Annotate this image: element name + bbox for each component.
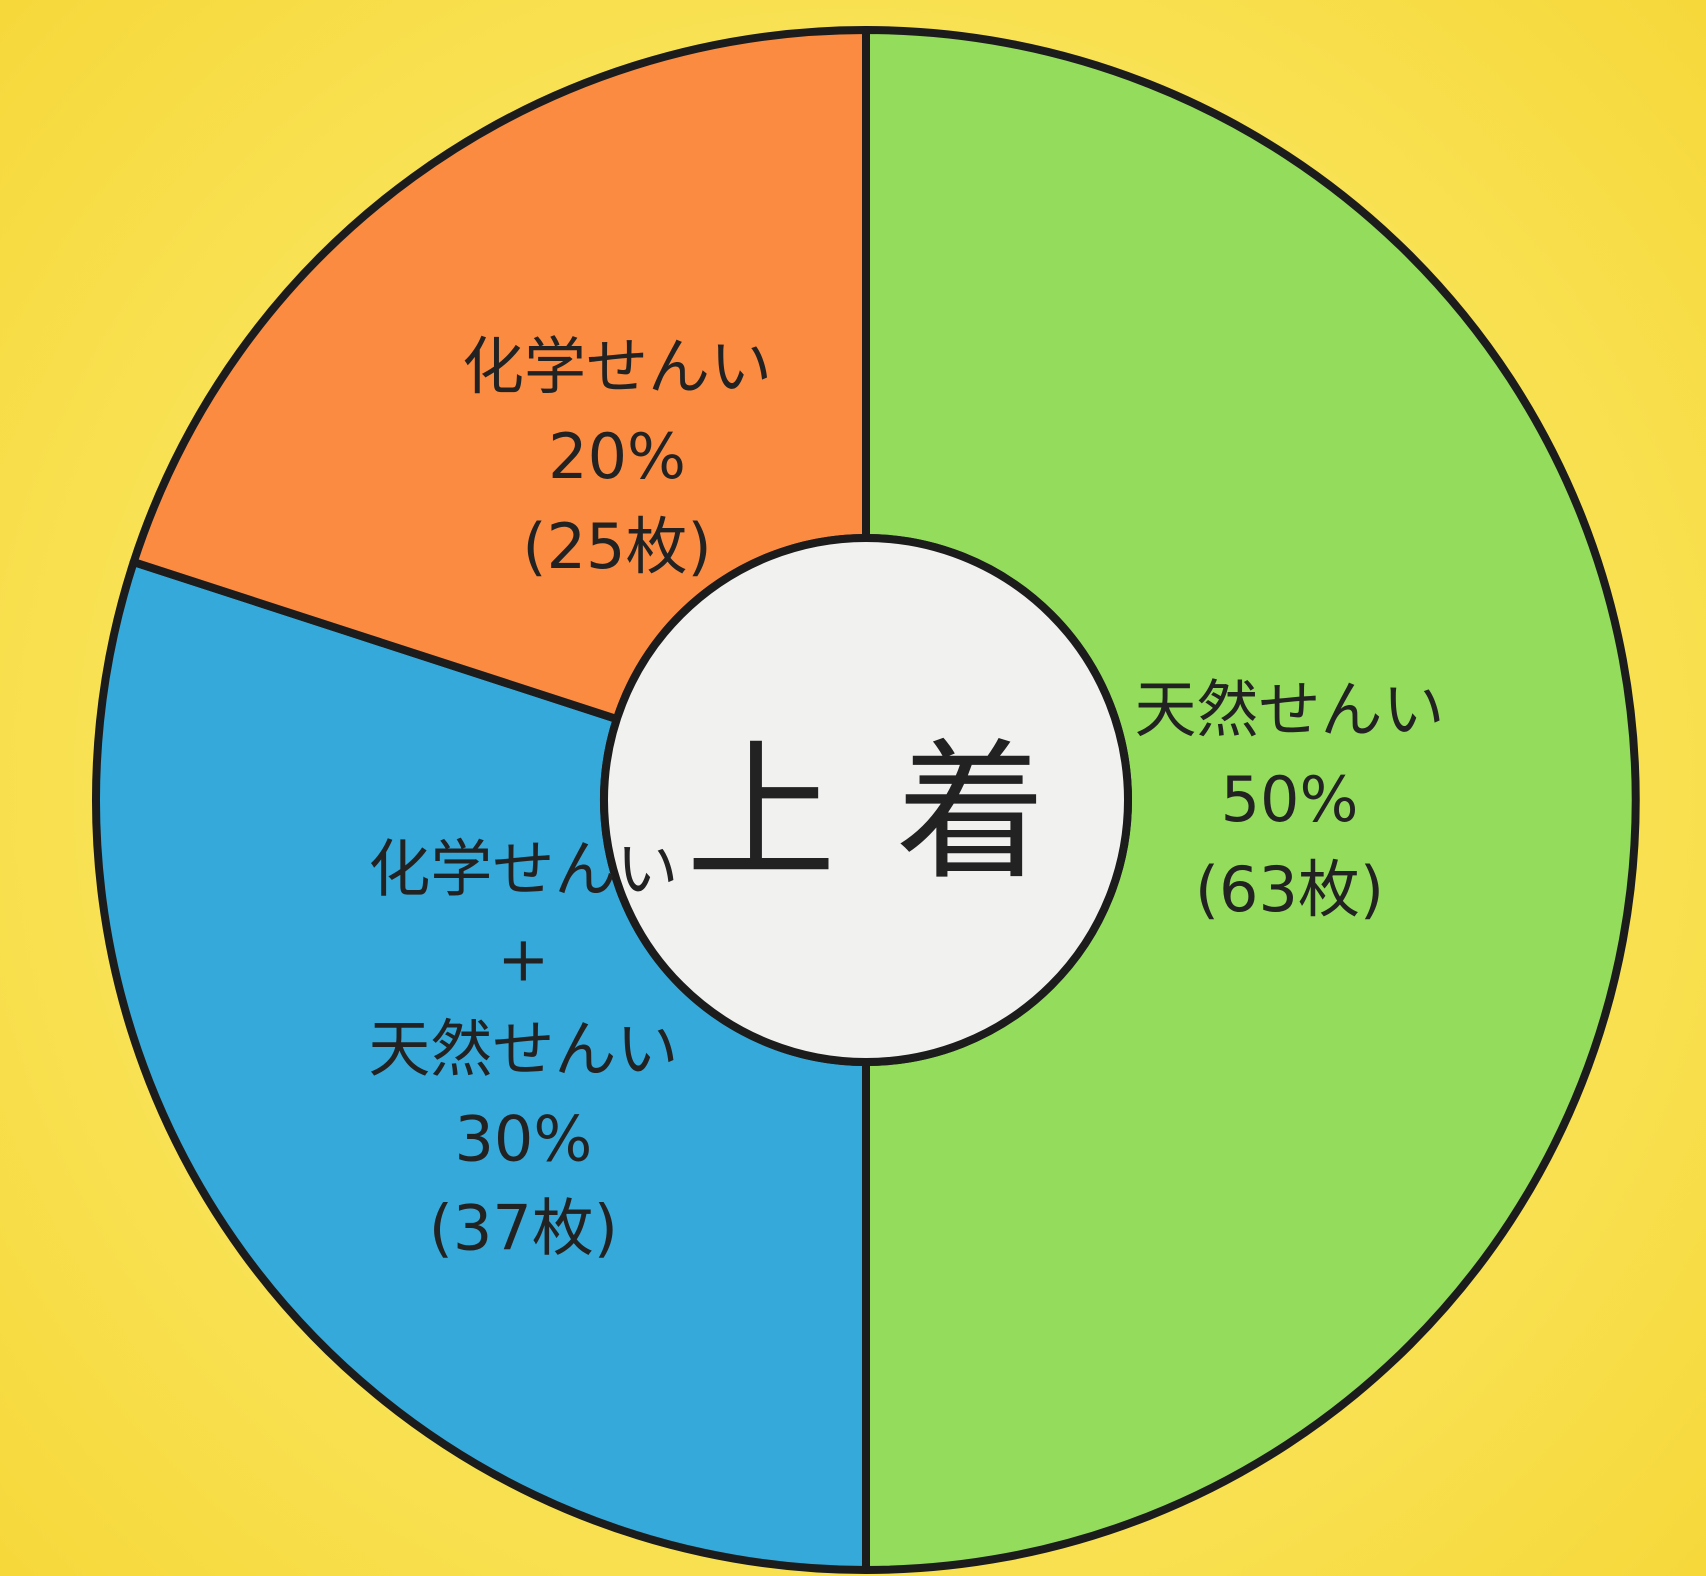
value-label: 20%: [548, 420, 686, 494]
count-label: (25枚): [522, 510, 712, 584]
value-label: 30%: [454, 1101, 593, 1175]
category-label: 化学せんい: [462, 330, 773, 404]
center-hole: [600, 534, 1132, 1066]
slice-label: 化学せんい 20% (25枚): [462, 323, 772, 593]
center-label: 上着: [685, 726, 1107, 901]
count-label: (37枚): [428, 1191, 619, 1265]
value-label: 50%: [1220, 763, 1359, 837]
slice-label: 天然せんい 50% (63枚): [1134, 665, 1444, 935]
category-label: 天然せんい: [1134, 673, 1445, 747]
slice-label: 化学せんい + 天然せんい 30% (37枚): [368, 824, 678, 1273]
count-label: (63枚): [1194, 852, 1385, 926]
category-label: 化学せんい + 天然せんい: [368, 832, 679, 1085]
